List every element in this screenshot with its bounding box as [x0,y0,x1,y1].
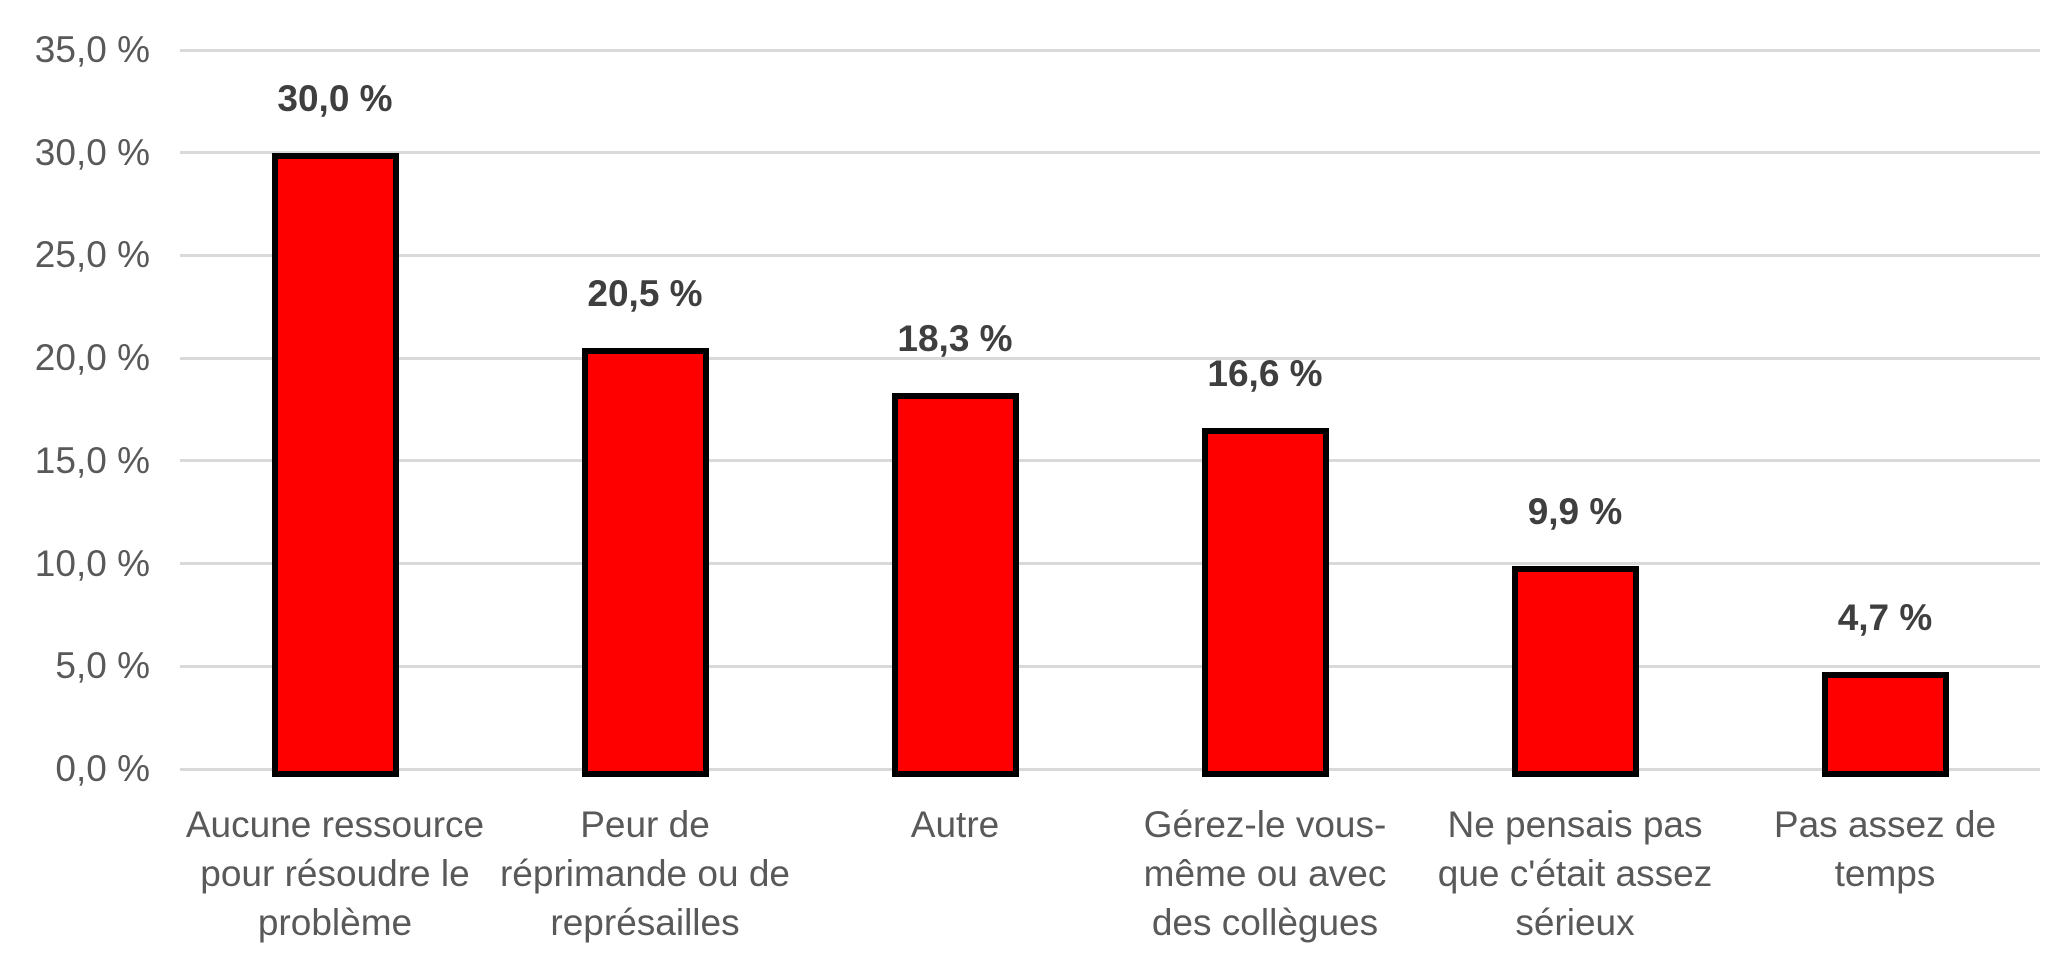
gridline [180,459,2040,463]
bar [271,152,399,777]
category-label: Gérez-le vous- même ou avec des collègue… [1143,804,1387,943]
bar-value-label: 16,6 % [1207,352,1323,394]
bar-value-label: 20,5 % [587,272,703,314]
y-axis-tick-label: 0,0 % [55,748,150,789]
gridline [180,664,2040,668]
y-axis-tick-label: 15,0 % [34,439,150,481]
gridline [180,356,2040,360]
y-axis-tick-label: 30,0 % [34,131,150,173]
bar [1511,565,1639,777]
y-axis-tick-label: 25,0 % [34,234,150,276]
bar-value-label: 18,3 % [897,318,1013,360]
gridline [180,767,2040,771]
category-label: Pas assez de temps [1773,804,1997,894]
bar [1821,672,1949,777]
gridline [180,151,2040,155]
y-axis-tick-label: 5,0 % [55,645,150,687]
gridline [180,253,2040,257]
gridline [180,562,2040,566]
y-axis-tick-label: 10,0 % [34,542,150,584]
bar-value-label: 30,0 % [277,77,393,119]
gridline [180,48,2040,52]
bar [891,393,1019,777]
bar [581,347,709,777]
bar-value-label: 9,9 % [1527,490,1623,532]
bar-value-label: 4,7 % [1837,597,1933,639]
category-label: Aucune ressource pour résoudre le problè… [185,804,485,943]
y-axis-tick-label: 20,0 % [34,337,150,379]
bar [1201,427,1329,777]
category-label: Ne pensais pas que c'était assez sérieux [1437,804,1713,943]
y-axis-tick-label: 35,0 % [34,29,150,70]
category-label: Peur de réprimande ou de représailles [499,804,791,943]
category-label: Autre [910,804,1000,845]
